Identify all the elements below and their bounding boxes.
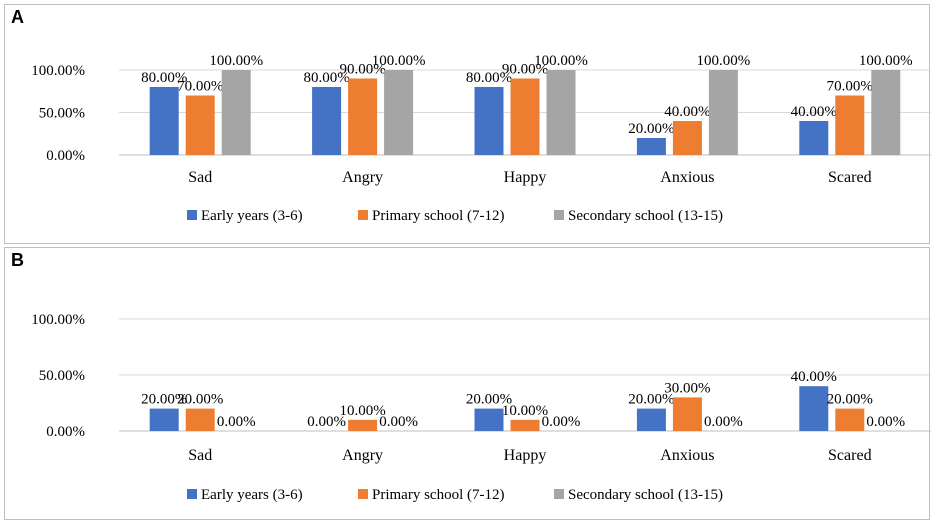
data-label: 80.00%	[141, 70, 187, 86]
category-label: Scared	[828, 169, 872, 186]
category-label: Scared	[828, 447, 872, 464]
bar-happy-series-1	[474, 87, 504, 155]
legend-label: Early years (3-6)	[201, 208, 303, 224]
bar-angry-series-2	[348, 419, 378, 431]
bar-anxious-series-1	[636, 408, 666, 431]
bar-sad-series-3	[221, 70, 251, 155]
bar-scared-series-1	[799, 386, 829, 431]
bar-sad-series-1	[149, 408, 179, 431]
panel-label-a: A	[11, 7, 24, 27]
legend-label: Secondary school (13-15)	[568, 487, 723, 503]
legend-label: Early years (3-6)	[201, 487, 303, 503]
y-tick-label: 100.00%	[31, 312, 85, 328]
data-label: 20.00%	[141, 392, 187, 408]
data-label: 20.00%	[177, 392, 223, 408]
data-label: 0.00%	[542, 414, 581, 430]
data-label: 80.00%	[466, 70, 512, 86]
data-label: 90.00%	[502, 62, 548, 78]
data-label: 40.00%	[791, 104, 837, 120]
data-label: 70.00%	[827, 79, 873, 95]
data-label: 0.00%	[704, 414, 743, 430]
data-label: 0.00%	[307, 414, 346, 430]
data-label: 70.00%	[177, 79, 223, 95]
legend-swatch	[358, 489, 368, 499]
data-label: 20.00%	[628, 121, 674, 137]
data-label: 0.00%	[217, 414, 256, 430]
bar-scared-series-2	[835, 408, 865, 431]
data-label: 10.00%	[339, 403, 385, 419]
legend-swatch	[187, 489, 197, 499]
bar-scared-series-3	[871, 70, 901, 155]
legend-label: Primary school (7-12)	[372, 487, 504, 503]
data-label: 20.00%	[466, 392, 512, 408]
y-tick-label: 50.00%	[39, 106, 85, 122]
category-label: Happy	[504, 447, 547, 464]
legend-label: Secondary school (13-15)	[568, 208, 723, 224]
y-tick-label: 50.00%	[39, 368, 85, 384]
data-label: 40.00%	[791, 369, 837, 385]
bar-scared-series-1	[799, 121, 829, 155]
chart-a-svg: 0.00%50.00%100.00% 80.00%70.00%100.00%Sad…	[31, 53, 931, 224]
bar-sad-series-2	[185, 95, 215, 155]
bar-happy-series-1	[474, 408, 504, 431]
bar-anxious-series-2	[672, 121, 702, 155]
bar-anxious-series-1	[636, 138, 666, 155]
data-label: 100.00%	[534, 53, 588, 69]
legend-label: Primary school (7-12)	[372, 208, 504, 224]
bar-sad-series-1	[149, 87, 179, 155]
bar-happy-series-2	[510, 419, 540, 431]
category-label: Sad	[188, 447, 212, 464]
data-label: 20.00%	[628, 392, 674, 408]
y-tick-label: 0.00%	[46, 424, 85, 440]
bar-anxious-series-3	[708, 70, 738, 155]
data-label: 90.00%	[339, 62, 385, 78]
bar-happy-series-2	[510, 78, 540, 155]
chart-b-svg: 0.00%50.00%100.00%20.00%20.00%0.00%Sad0.…	[31, 312, 931, 503]
data-label: 0.00%	[866, 414, 905, 430]
bar-scared-series-2	[835, 95, 865, 155]
category-label: Anxious	[660, 447, 714, 464]
category-label: Sad	[188, 169, 212, 186]
data-label: 100.00%	[859, 53, 913, 69]
bar-angry-series-3	[384, 70, 414, 155]
legend-swatch	[554, 210, 564, 220]
data-label: 40.00%	[664, 104, 710, 120]
bar-angry-series-1	[312, 87, 342, 155]
data-label: 20.00%	[827, 392, 873, 408]
bar-happy-series-3	[546, 70, 576, 155]
chart-panel-a: A 0.00% 50.00% 100.00% 80.00% 70.00% 100.00% S…	[4, 4, 931, 244]
data-label: 10.00%	[502, 403, 548, 419]
category-label: Anxious	[660, 169, 714, 186]
legend-swatch	[554, 489, 564, 499]
bar-angry-series-2	[348, 78, 378, 155]
data-label: 100.00%	[372, 53, 426, 69]
legend-swatch	[187, 210, 197, 220]
panel-label-b: B	[11, 250, 24, 270]
data-label: 100.00%	[697, 53, 751, 69]
category-label: Happy	[504, 169, 547, 186]
y-tick-label: 0.00%	[46, 148, 85, 164]
data-label: 80.00%	[303, 70, 349, 86]
data-label: 0.00%	[379, 414, 418, 430]
bar-sad-series-2	[185, 408, 215, 431]
data-label: 100.00%	[209, 53, 263, 69]
legend-swatch	[358, 210, 368, 220]
y-tick-label: 100.00%	[31, 63, 85, 79]
data-label: 30.00%	[664, 380, 710, 396]
bar-anxious-series-2	[672, 397, 702, 431]
chart-panel-b: B 0.00% 50.00% 100.00% 20.00% 20.00% 0.00% Sad…	[4, 247, 931, 520]
category-label: Angry	[342, 447, 383, 464]
category-label: Angry	[342, 169, 383, 186]
